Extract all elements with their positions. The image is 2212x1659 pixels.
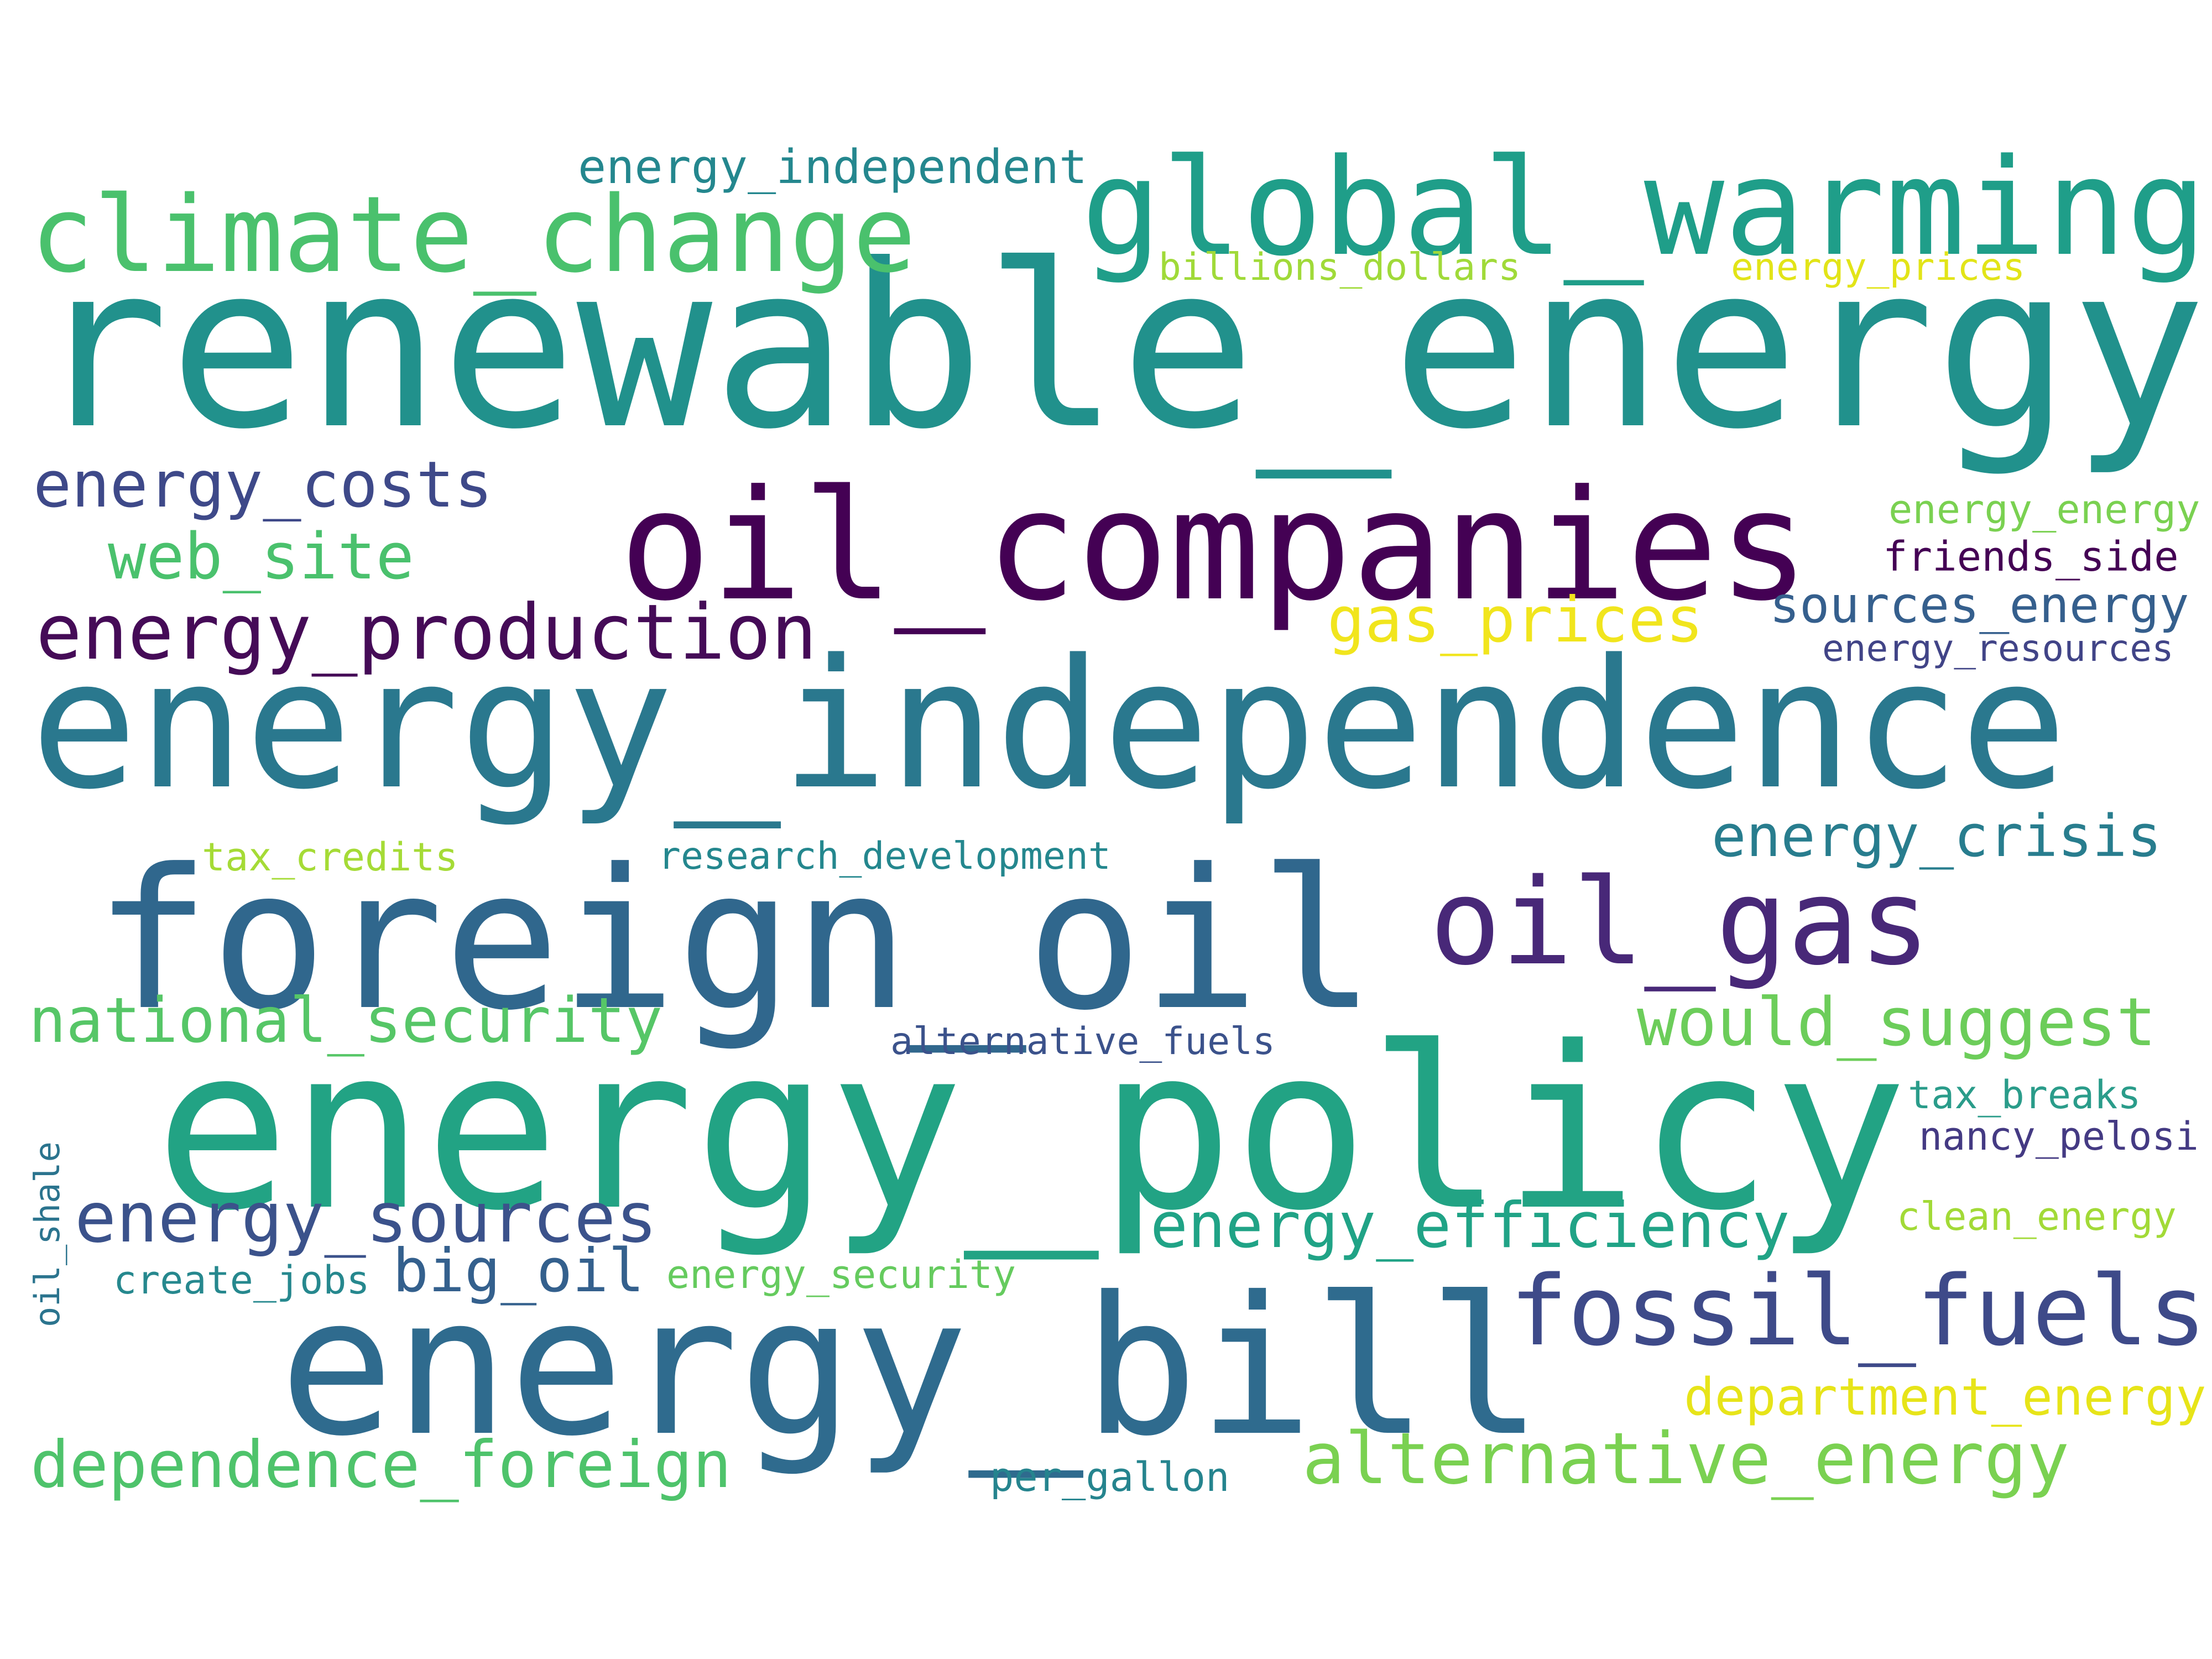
word-energy-independence: energy_independence bbox=[30, 621, 2068, 828]
word-alternative-energy: alternative_energy bbox=[1302, 1418, 2070, 1500]
word-energy-energy: energy_energy bbox=[1888, 486, 2200, 533]
word-renewable-energy: renewable_energy bbox=[33, 216, 2207, 479]
word-energy-crisis: energy_crisis bbox=[1712, 802, 2162, 870]
word-energy-sources: energy_sources bbox=[75, 1178, 658, 1258]
word-clean-energy: clean_energy bbox=[1897, 1194, 2177, 1239]
word-dependence-foreign: dependence_foreign bbox=[30, 1427, 732, 1503]
word-billions-dollars: billions_dollars bbox=[1159, 246, 1521, 289]
word-fossil-fuels: fossil_fuels bbox=[1510, 1255, 2206, 1368]
word-energy-independent: energy_independent bbox=[578, 140, 1088, 195]
word-web-site: web_site bbox=[108, 520, 414, 594]
word-department-energy: department_energy bbox=[1684, 1367, 2206, 1427]
word-energy-prices: energy_prices bbox=[1731, 246, 2026, 289]
word-oil-shale: oil_shale bbox=[27, 1141, 67, 1327]
word-gas-prices: gas_prices bbox=[1327, 583, 1704, 656]
word-alternative-fuels: alternative_fuels bbox=[890, 1020, 1275, 1063]
word-create-jobs: create_jobs bbox=[113, 1258, 370, 1303]
word-energy-bill: energy_bill bbox=[279, 1256, 1543, 1478]
word-oil-gas: oil_gas bbox=[1430, 853, 1931, 992]
word-per-gallon: per_gallon bbox=[990, 1454, 1230, 1500]
word-climate-change: climate_change bbox=[30, 174, 916, 296]
word-tax-breaks: tax_breaks bbox=[1908, 1072, 2141, 1118]
word-oil-companies: oil_companies bbox=[619, 457, 1810, 634]
word-global-warming: global_warming bbox=[1081, 130, 2207, 285]
word-tax-credits: tax_credits bbox=[202, 834, 458, 880]
word-energy-security: energy_security bbox=[666, 1252, 1016, 1297]
word-energy-resources: energy_resources bbox=[1822, 627, 2174, 670]
word-national-security: national_security bbox=[29, 985, 663, 1057]
word-energy-production: energy_production bbox=[36, 588, 817, 677]
word-foreign-oil: foreign_oil bbox=[94, 827, 1376, 1053]
word-big-oil: big_oil bbox=[393, 1237, 645, 1306]
word-energy-costs: energy_costs bbox=[33, 448, 493, 522]
word-energy-policy: energy_policy bbox=[155, 999, 1908, 1260]
word-would-suggest: would_suggest bbox=[1637, 984, 2157, 1061]
word-sources-energy: sources_energy bbox=[1770, 576, 2189, 634]
word-friends-side: friends_side bbox=[1883, 533, 2179, 581]
word-energy-efficiency: energy_efficiency bbox=[1150, 1189, 1790, 1262]
word-nancy-pelosi: nancy_pelosi bbox=[1919, 1114, 2199, 1159]
word-research-development: research_development bbox=[658, 834, 1111, 878]
